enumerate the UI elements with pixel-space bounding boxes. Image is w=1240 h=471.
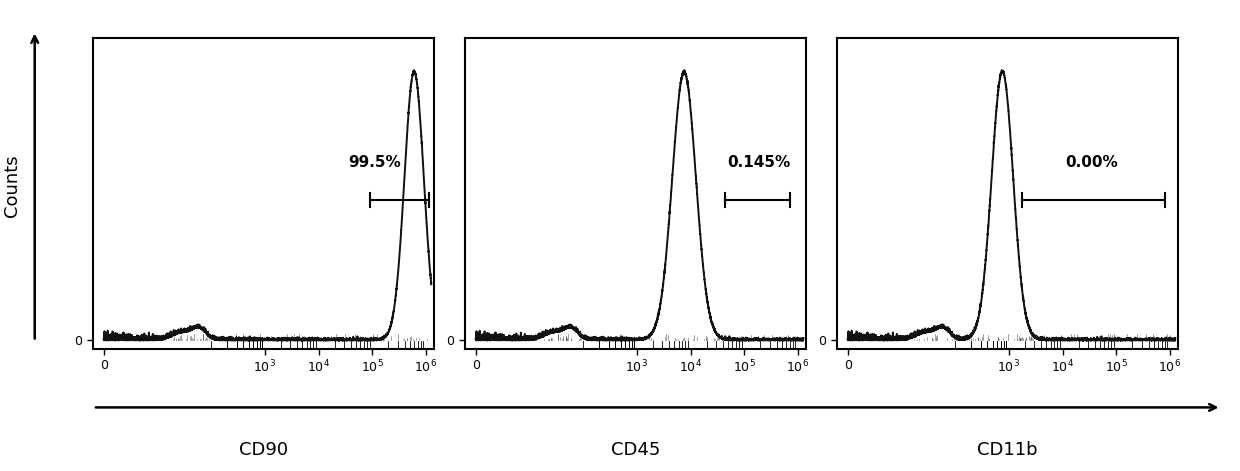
Text: Counts: Counts [4, 155, 21, 217]
Text: 0.00%: 0.00% [1065, 155, 1118, 170]
Text: CD90: CD90 [239, 441, 288, 459]
Text: CD45: CD45 [611, 441, 660, 459]
Text: 0.145%: 0.145% [727, 155, 790, 170]
Text: 99.5%: 99.5% [348, 155, 401, 170]
Text: CD11b: CD11b [977, 441, 1038, 459]
